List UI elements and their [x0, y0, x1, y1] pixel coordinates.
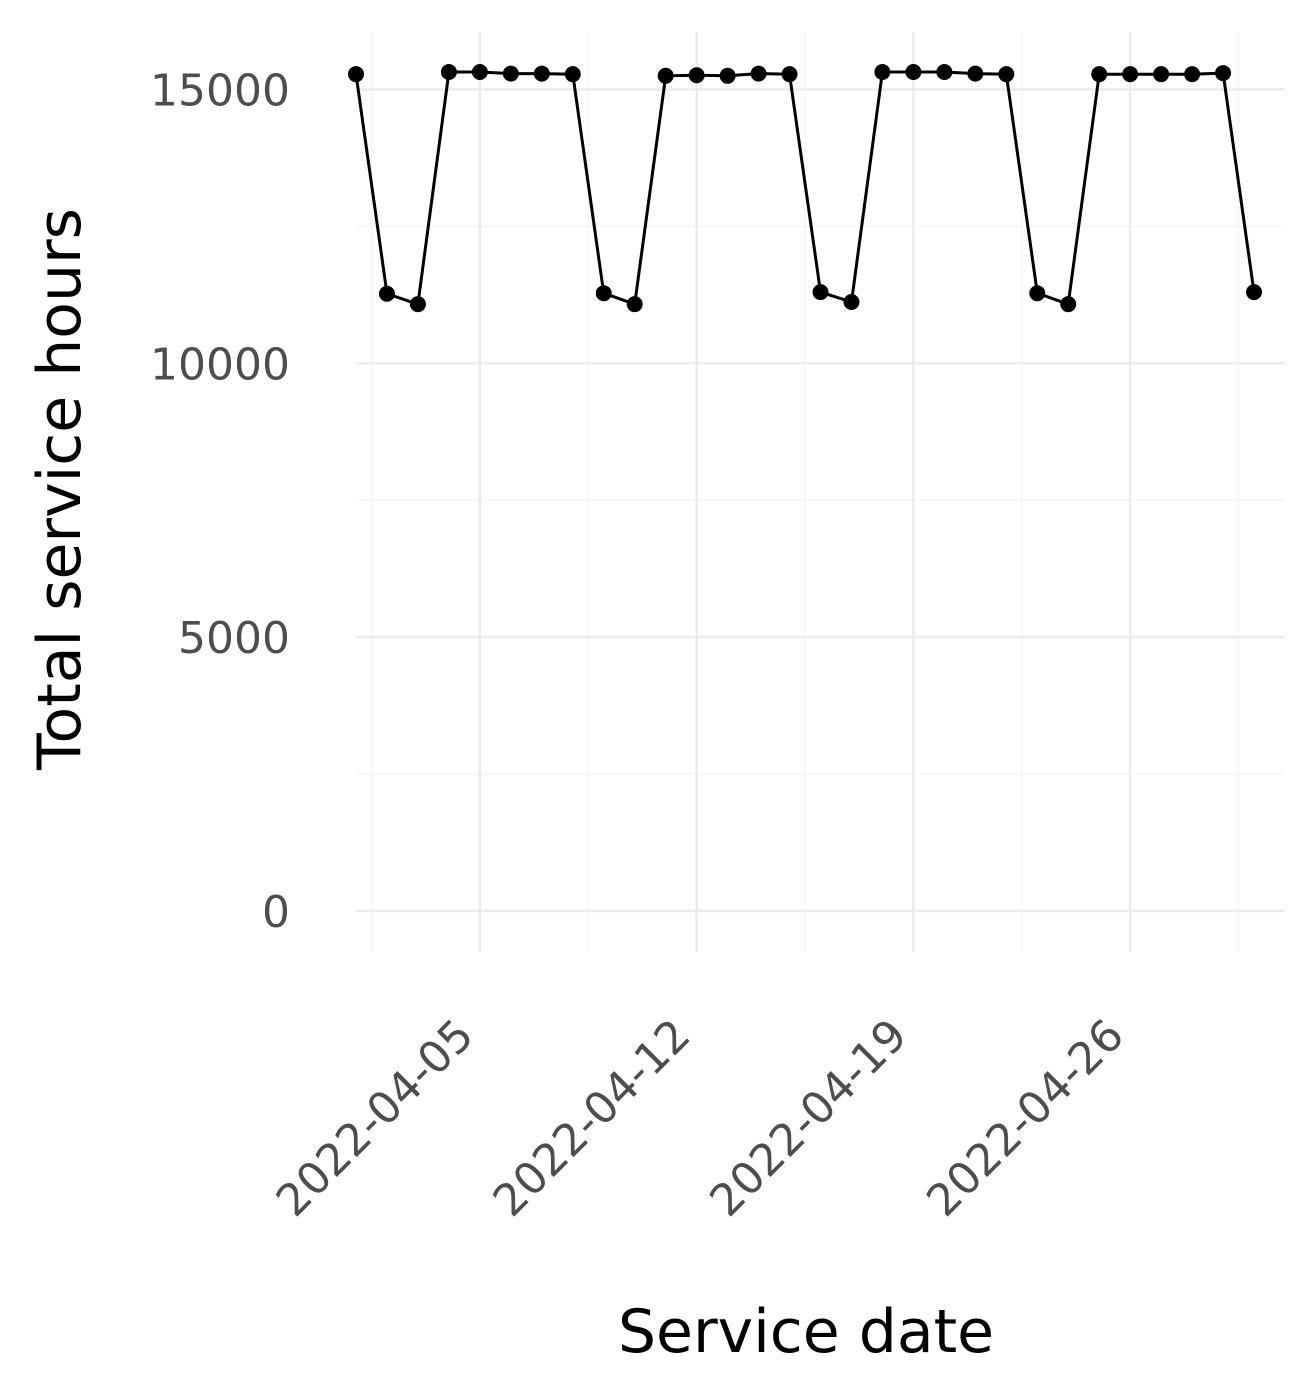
data-point	[1215, 65, 1232, 82]
x-tick-label: 2022-04-05	[267, 1010, 484, 1227]
data-point	[564, 66, 581, 83]
data-point	[905, 63, 922, 80]
data-point	[719, 67, 736, 84]
data-point	[812, 284, 829, 301]
data-point	[1060, 296, 1077, 313]
y-axis-title: Total service hours	[25, 208, 95, 771]
data-point	[750, 65, 767, 82]
data-point	[1029, 285, 1046, 302]
data-point	[348, 66, 364, 83]
data-point	[1091, 66, 1108, 83]
data-point	[533, 65, 550, 82]
data-point	[440, 63, 457, 80]
series-service-hours	[348, 63, 1263, 313]
y-tick-label: 0	[262, 887, 290, 938]
data-point	[936, 63, 953, 80]
data-point	[471, 63, 488, 80]
x-tick-labels: 2022-04-05 2022-04-12 2022-04-19 2022-04-26	[267, 1010, 1134, 1227]
data-point	[967, 65, 984, 82]
data-point	[1184, 66, 1201, 83]
data-point	[998, 66, 1015, 83]
data-point	[595, 285, 612, 302]
data-point	[1122, 66, 1139, 83]
x-tick-label: 2022-04-26	[917, 1010, 1134, 1227]
x-axis-title: Service date	[618, 1297, 994, 1367]
x-tick-label: 2022-04-19	[700, 1010, 917, 1227]
y-tick-label: 10000	[150, 339, 290, 390]
data-point	[409, 296, 426, 313]
data-point	[1246, 284, 1263, 301]
data-point	[378, 285, 395, 302]
data-point	[626, 296, 643, 313]
data-point	[1153, 66, 1170, 83]
y-tick-label: 15000	[150, 66, 290, 117]
data-point	[657, 67, 674, 84]
data-point	[874, 63, 891, 80]
data-point	[502, 65, 519, 82]
x-tick-label: 2022-04-12	[484, 1010, 701, 1227]
data-point	[781, 66, 798, 83]
grid	[356, 32, 1285, 952]
y-tick-labels: 0 5000 10000 15000	[150, 66, 290, 938]
data-point	[688, 67, 705, 84]
data-point	[843, 293, 860, 310]
y-tick-label: 5000	[178, 613, 290, 664]
